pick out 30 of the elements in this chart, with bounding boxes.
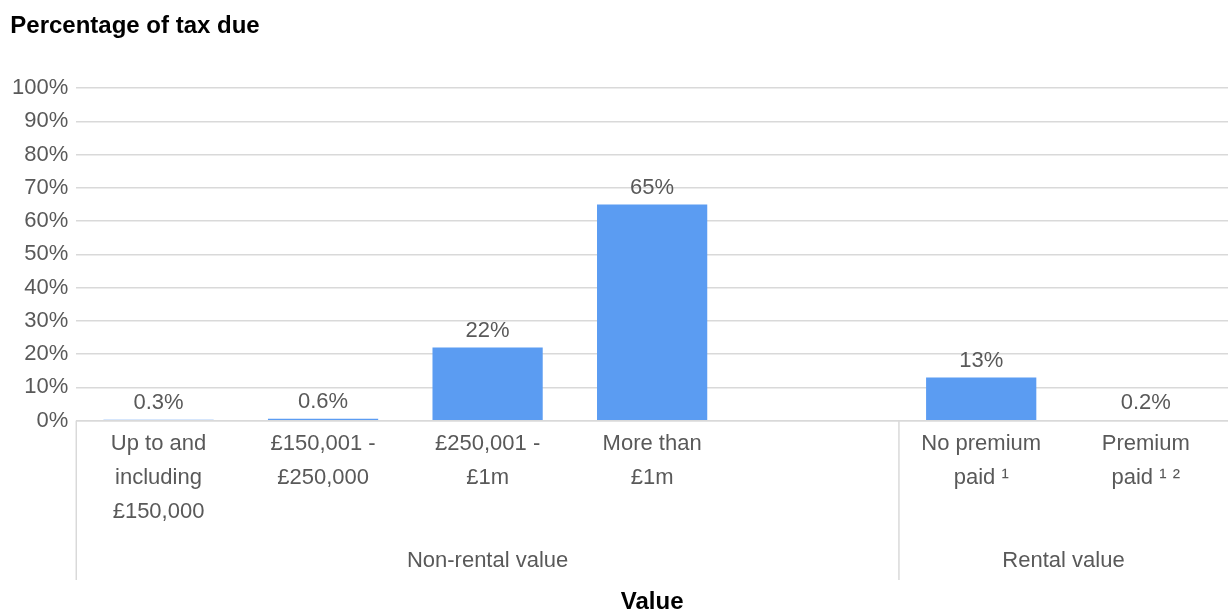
bar xyxy=(432,347,543,420)
x-tick-label: No premium paid ¹ xyxy=(921,429,1042,489)
y-tick-label: 10% xyxy=(24,373,69,399)
y-tick-label: 60% xyxy=(24,207,69,233)
x-tick-label: Premium paid ¹ ² xyxy=(1101,429,1190,489)
text: Non-rental value xyxy=(406,547,569,573)
y-tick-label: 50% xyxy=(24,240,69,266)
data-label: 0.3% xyxy=(133,388,184,414)
x-tick-label: £150,001 - £250,000 xyxy=(270,429,376,489)
data-label: 65% xyxy=(630,173,675,199)
data-label: 22% xyxy=(465,316,510,342)
chart-title: Percentage of tax due xyxy=(10,10,260,38)
x-tick-label: More than £1m xyxy=(602,429,702,489)
bar xyxy=(597,204,708,420)
y-tick-label: 20% xyxy=(24,340,69,366)
y-tick-label: 40% xyxy=(24,273,69,299)
x-tick-label: £250,001 - £1m xyxy=(435,429,541,489)
x-axis-title: Value xyxy=(620,586,684,614)
y-tick-label: 70% xyxy=(24,173,69,199)
y-tick-label: 30% xyxy=(24,306,69,332)
data-label: 0.6% xyxy=(297,387,349,413)
y-tick-label: 90% xyxy=(24,107,69,133)
bar xyxy=(926,377,1037,420)
y-tick-label: 80% xyxy=(24,140,69,166)
text: Rental value xyxy=(1002,547,1125,573)
data-label: 13% xyxy=(959,346,1004,372)
data-label: 0.2% xyxy=(1120,389,1171,415)
y-tick-label: 0% xyxy=(36,406,69,432)
y-tick-label: 100% xyxy=(11,74,69,100)
x-tick-label: Up to and including £150,000 xyxy=(110,429,207,524)
